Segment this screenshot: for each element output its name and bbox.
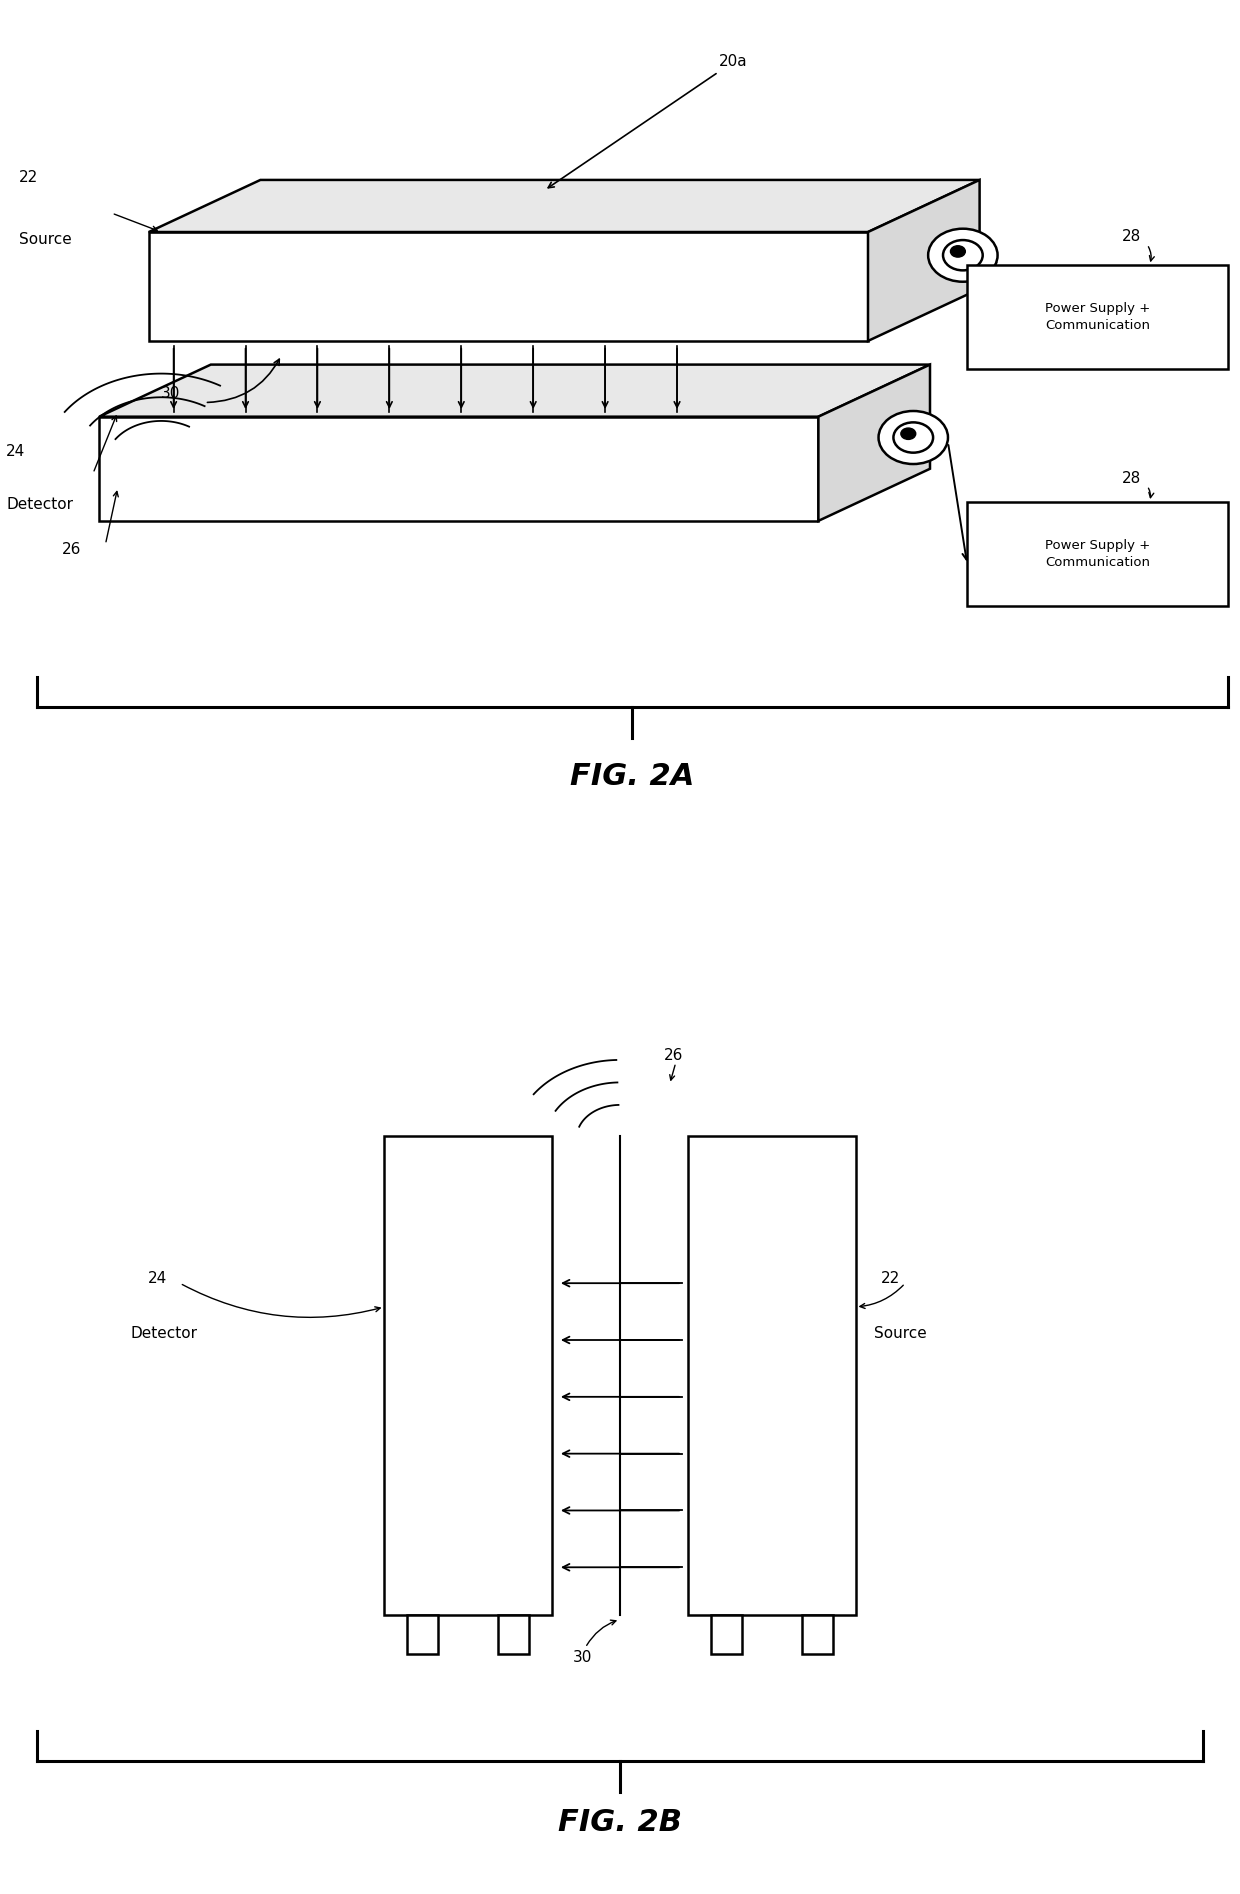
Polygon shape <box>149 180 980 231</box>
Text: 22: 22 <box>19 170 38 184</box>
Circle shape <box>893 422 932 453</box>
Polygon shape <box>868 180 980 341</box>
Text: 24: 24 <box>148 1271 167 1286</box>
Text: Source: Source <box>874 1326 928 1341</box>
Polygon shape <box>688 1136 856 1614</box>
Circle shape <box>950 246 965 258</box>
Text: 22: 22 <box>880 1271 900 1286</box>
Text: 26: 26 <box>62 542 82 557</box>
Text: Detector: Detector <box>130 1326 197 1341</box>
Text: FIG. 2A: FIG. 2A <box>570 761 694 792</box>
Text: Source: Source <box>19 233 72 246</box>
Text: 26: 26 <box>663 1049 683 1063</box>
Circle shape <box>878 411 947 464</box>
Polygon shape <box>99 417 818 521</box>
Text: 24: 24 <box>6 445 26 458</box>
Text: Power Supply +
Communication: Power Supply + Communication <box>1045 540 1149 568</box>
Text: 30: 30 <box>573 1650 593 1665</box>
Text: Power Supply +
Communication: Power Supply + Communication <box>1045 303 1149 331</box>
Polygon shape <box>711 1614 742 1655</box>
Circle shape <box>900 428 915 439</box>
Text: 30: 30 <box>161 386 181 400</box>
Polygon shape <box>498 1614 529 1655</box>
Circle shape <box>928 229 997 282</box>
Polygon shape <box>384 1136 552 1614</box>
Polygon shape <box>149 231 868 341</box>
Text: FIG. 2B: FIG. 2B <box>558 1809 682 1837</box>
Polygon shape <box>407 1614 438 1655</box>
Polygon shape <box>818 364 930 521</box>
Text: 20a: 20a <box>548 55 748 188</box>
Polygon shape <box>99 364 930 417</box>
Polygon shape <box>802 1614 833 1655</box>
Text: 28: 28 <box>1122 472 1142 485</box>
Circle shape <box>942 241 982 271</box>
Text: 28: 28 <box>1122 229 1142 244</box>
Polygon shape <box>967 502 1228 606</box>
Polygon shape <box>967 265 1228 369</box>
Text: Detector: Detector <box>6 496 73 511</box>
